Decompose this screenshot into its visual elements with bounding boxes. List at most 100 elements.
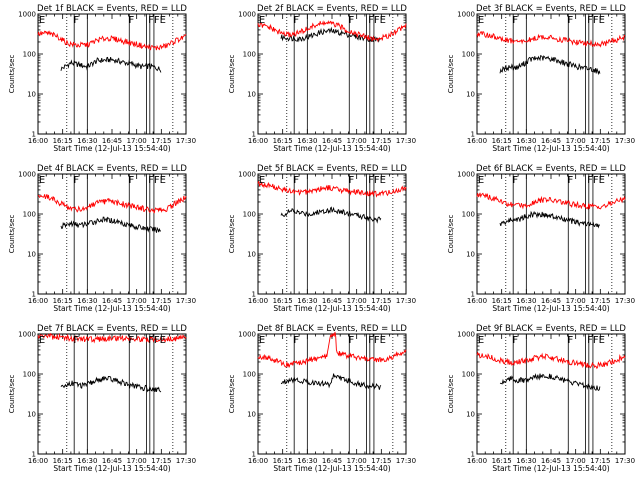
x-tick-label: 17:30 <box>176 297 196 305</box>
flag-label: E <box>478 335 484 346</box>
y-tick-label: 1 <box>471 451 475 459</box>
flag-label: F <box>73 335 79 346</box>
x-tick-label: 16:00 <box>248 457 268 465</box>
y-tick-label: 1 <box>252 131 256 139</box>
x-tick-label: 16:00 <box>248 137 268 145</box>
x-tick-label: 17:30 <box>396 297 416 305</box>
x-axis-label: Start Time (12-Jul-13 15:54:40) <box>492 304 609 313</box>
x-tick-label: 16:45 <box>322 137 342 145</box>
x-tick-label: 16:30 <box>516 297 536 305</box>
x-axis-label: Start Time (12-Jul-13 15:54:40) <box>273 464 390 473</box>
plot-frame <box>37 333 187 455</box>
y-tick-label: 100 <box>23 51 36 59</box>
x-tick-label: 17:00 <box>347 457 367 465</box>
flag-label: E <box>39 175 45 186</box>
x-axis-label: Start Time (12-Jul-13 15:54:40) <box>492 144 609 153</box>
panel-title: Det 1f BLACK = Events, RED = LLD <box>37 4 187 14</box>
x-tick-label: 16:00 <box>28 137 48 145</box>
x-tick-label: 17:30 <box>615 137 635 145</box>
flag-label: FFE <box>368 335 386 346</box>
y-tick-label: 1000 <box>18 331 36 339</box>
x-axis-label: Start Time (12-Jul-13 15:54:40) <box>53 304 170 313</box>
y-tick-label: 10 <box>27 91 36 99</box>
flag-label: E <box>259 175 265 186</box>
flag-label: F <box>293 335 299 346</box>
panel-title: Det 3f BLACK = Events, RED = LLD <box>476 4 626 14</box>
x-tick-label: 16:45 <box>322 297 342 305</box>
flag-label: F <box>128 335 134 346</box>
flag-label: F <box>567 15 573 26</box>
x-tick-label: 16:30 <box>516 137 536 145</box>
plot-frame <box>37 173 187 295</box>
x-tick-label: 16:30 <box>297 137 317 145</box>
series-line-events <box>280 206 382 224</box>
plot-frame <box>476 173 626 295</box>
panel-title: Det 6f BLACK = Events, RED = LLD <box>476 164 626 174</box>
x-axis-label: Start Time (12-Jul-13 15:54:40) <box>53 464 170 473</box>
x-tick-label: 17:00 <box>566 297 586 305</box>
x-tick-label: 16:00 <box>28 457 48 465</box>
flag-label: FFE <box>587 175 605 186</box>
y-tick-label: 10 <box>247 251 256 259</box>
series-line-events <box>60 56 162 73</box>
plot-frame <box>476 333 626 455</box>
y-axis-label: Counts/sec <box>8 55 16 94</box>
flag-label: F <box>567 175 573 186</box>
x-tick-label: 16:00 <box>467 297 487 305</box>
y-axis-label: Counts/sec <box>228 215 236 254</box>
series-line-lld <box>476 31 626 48</box>
x-tick-label: 17:15 <box>590 137 610 145</box>
y-axis-label: Counts/sec <box>8 215 16 254</box>
flag-label: E <box>39 15 45 26</box>
plot-frame <box>257 333 407 455</box>
y-tick-label: 1 <box>252 451 256 459</box>
x-tick-label: 17:15 <box>590 457 610 465</box>
series-line-lld <box>38 194 187 214</box>
flag-label: FFE <box>148 335 166 346</box>
x-tick-label: 17:00 <box>127 297 147 305</box>
flag-label: F <box>567 335 573 346</box>
y-tick-label: 10 <box>466 91 475 99</box>
x-tick-label: 17:15 <box>151 297 171 305</box>
series-line-events <box>499 210 600 229</box>
x-tick-label: 16:30 <box>77 297 97 305</box>
y-tick-label: 100 <box>462 211 475 219</box>
x-tick-label: 17:15 <box>151 457 171 465</box>
series-line-lld <box>476 192 626 211</box>
y-tick-label: 10 <box>466 411 475 419</box>
x-tick-label: 17:30 <box>615 457 635 465</box>
y-tick-label: 100 <box>462 371 475 379</box>
x-tick-label: 16:30 <box>297 457 317 465</box>
x-tick-label: 16:00 <box>28 297 48 305</box>
flag-label: FFE <box>368 175 386 186</box>
x-tick-label: 16:45 <box>102 137 122 145</box>
x-tick-label: 16:45 <box>102 457 122 465</box>
flag-label: F <box>73 175 79 186</box>
y-tick-label: 1 <box>32 131 36 139</box>
x-tick-label: 16:15 <box>53 137 73 145</box>
x-tick-label: 17:00 <box>347 297 367 305</box>
x-tick-label: 16:15 <box>492 137 512 145</box>
x-tick-label: 17:30 <box>176 137 196 145</box>
y-tick-label: 1000 <box>457 171 475 179</box>
flag-label: F <box>348 15 354 26</box>
flag-label: E <box>259 15 265 26</box>
y-tick-label: 1000 <box>457 11 475 19</box>
y-tick-label: 100 <box>23 211 36 219</box>
series-line-lld <box>37 332 187 344</box>
x-axis-label: Start Time (12-Jul-13 15:54:40) <box>273 144 390 153</box>
series-line-events <box>60 216 162 233</box>
flag-label: F <box>293 15 299 26</box>
y-tick-label: 1 <box>252 291 256 299</box>
y-tick-label: 10 <box>27 411 36 419</box>
flag-label: FFE <box>148 15 166 26</box>
panel-det-4: Det 4f BLACK = Events, RED = LLD 1 10 100 10… <box>8 164 196 313</box>
flag-label: FFE <box>148 175 166 186</box>
x-tick-label: 17:15 <box>371 137 391 145</box>
flag-label: FFE <box>587 15 605 26</box>
x-tick-label: 16:45 <box>541 137 561 145</box>
panel-det-3: Det 3f BLACK = Events, RED = LLD 1 10 100 10… <box>447 4 635 153</box>
x-axis-label: Start Time (12-Jul-13 15:54:40) <box>53 144 170 153</box>
panel-title: Det 2f BLACK = Events, RED = LLD <box>257 4 407 14</box>
